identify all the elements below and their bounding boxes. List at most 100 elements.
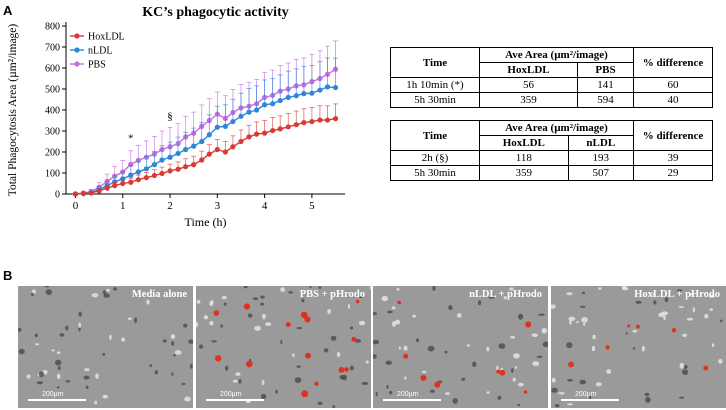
x-tick-label: 3 [215,200,221,212]
phagocytosed-particle [525,321,532,328]
cell [260,393,267,400]
phagocytosed-particle [314,381,319,386]
table1-r2-pbs: 594 [577,92,634,108]
cell [551,377,556,383]
phagocytosed-particle [351,336,357,342]
cell [162,339,167,343]
scale-bar [28,399,86,401]
cell [113,287,117,291]
data-point [324,117,331,123]
cell [421,370,427,374]
cell [238,379,242,384]
cell [78,311,82,317]
cell [496,365,499,371]
data-point [183,146,189,153]
cell [719,319,723,323]
cell [644,392,650,397]
cell [184,396,191,402]
y-tick-label: 100 [45,169,60,180]
data-point [253,131,260,137]
cell [645,396,651,403]
cell [39,371,44,378]
cell [59,333,65,337]
data-point [151,162,158,168]
cell [56,386,60,389]
cell [56,351,61,354]
cell [102,290,107,295]
scale-label: 200µm [220,391,242,398]
legend-marker [74,33,80,39]
cell [183,323,188,328]
table1-header-hoxldl: HoxLDL [478,62,579,78]
phagocytosed-particle [304,316,311,323]
cell [146,299,150,305]
cell [91,293,99,298]
data-point [332,116,339,122]
cell [632,347,636,350]
cell [350,365,354,371]
cell [683,364,688,369]
data-point [159,157,165,163]
cell [389,390,393,395]
cell [358,320,366,326]
cell [461,377,466,381]
table1-r1-hoxldl: 56 [478,77,579,93]
phagocytosed-particle [671,328,677,333]
cell [121,337,125,342]
cell [134,317,137,324]
cell [532,361,540,367]
x-tick-label: 5 [309,200,315,212]
data-point [253,107,260,113]
data-point [262,102,268,108]
phagocytosed-particle [636,324,640,329]
table1-r1-pct: 60 [633,77,713,93]
cell [102,352,106,356]
cell [211,299,214,305]
chart-title: KC’s phagocytic activity [142,5,288,20]
y-tick-label: 800 [45,22,60,33]
table-row: 5h 30min 359 507 29 [390,165,713,181]
data-point [104,185,110,191]
cell [591,345,596,352]
y-tick-label: 400 [45,106,60,117]
scale-label: 200µm [397,391,419,398]
cell [404,376,407,380]
cell [225,365,229,371]
phagocytosed-particle [523,390,528,394]
cell [106,288,110,292]
table1-r1-pbs: 141 [577,77,634,93]
legend-entry: PBS [88,60,106,71]
cell [211,340,217,343]
series-line-hoxldl [75,117,336,195]
cell [403,345,408,351]
micrograph-pbs-phrodo: PBS + pHrodo 200µm [196,286,371,408]
series-line-pbs [75,68,336,195]
cell [394,319,401,325]
cell [486,391,490,394]
cell [260,302,265,306]
cell [36,381,44,385]
cell [44,286,50,288]
phagocytosed-particle [605,345,610,350]
cell [296,326,302,330]
cell [245,400,251,404]
stats-table-nldl: Time Ave Area (µm²/image) % difference H… [390,120,713,181]
data-point [309,90,315,96]
y-axis-label: Total Phagocytosis Area (µm²/image) [7,24,19,197]
data-point [238,113,244,119]
cell [554,403,560,408]
data-point [151,172,158,179]
data-point [72,191,79,197]
cell [85,385,89,389]
cell [235,372,241,376]
cell [589,395,592,400]
cell [359,295,363,299]
data-point [112,179,118,185]
data-point [80,190,87,197]
table2-header-nldl: nLDL [567,135,635,151]
cell [348,303,350,310]
data-point [222,149,228,155]
table-row: 1h 10min (*) 56 141 60 [390,77,713,93]
table2-header-ave-area: Ave Area (µm²/image) [479,120,634,136]
data-point [120,180,126,187]
